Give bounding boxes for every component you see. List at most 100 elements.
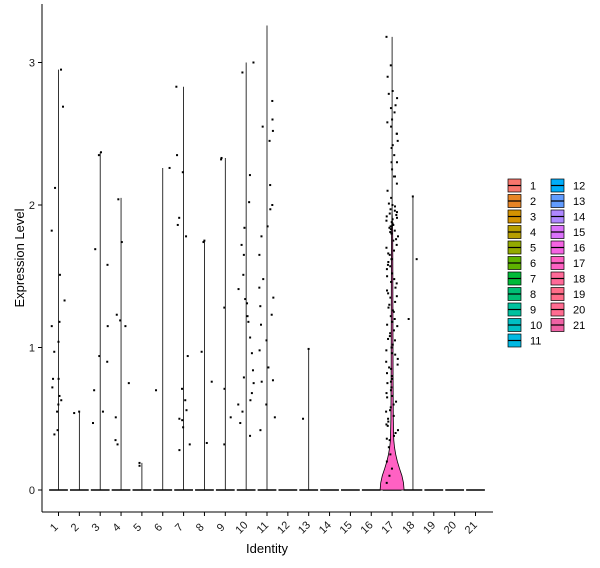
data-point [391, 118, 394, 121]
data-point [271, 118, 274, 121]
data-point [391, 377, 394, 380]
data-point [385, 215, 388, 218]
data-point [223, 387, 226, 390]
data-point [223, 443, 226, 446]
data-point [114, 416, 117, 419]
data-point [242, 253, 245, 256]
data-point [385, 460, 388, 463]
data-point [269, 208, 272, 211]
data-point [396, 357, 399, 360]
data-point [387, 261, 390, 263]
data-point [387, 202, 390, 205]
y-tick-label: 3 [29, 58, 35, 70]
data-point [395, 182, 398, 185]
x-axis-ticks: 1 2 3 4 5 6 7 8 9 10 11 12 13 14 15 16 17 18 19 20 21 [48, 512, 480, 536]
data-point [60, 68, 63, 71]
data-point [385, 35, 388, 38]
legend-label-18: 18 [573, 274, 585, 286]
data-point [249, 336, 252, 339]
data-point [385, 349, 388, 352]
data-point [391, 394, 394, 397]
data-point [106, 325, 109, 328]
violin-group-11 [257, 25, 277, 491]
data-point [392, 310, 395, 313]
data-point [389, 406, 392, 409]
data-point [389, 389, 392, 392]
data-point [94, 248, 97, 251]
data-point [250, 392, 253, 395]
data-point [248, 201, 251, 204]
data-point [223, 306, 226, 309]
legend-label-12: 12 [573, 181, 585, 193]
data-point [50, 325, 53, 328]
data-point [393, 111, 396, 114]
data-point [387, 420, 390, 423]
legend-label-19: 19 [573, 289, 585, 301]
data-point [53, 350, 56, 353]
legend-label-3: 3 [530, 212, 536, 224]
data-point [241, 410, 244, 413]
plot-area [49, 25, 485, 491]
legend-label-17: 17 [573, 258, 585, 270]
violin-group-9 [215, 157, 235, 491]
data-point [302, 417, 305, 420]
legend-label-16: 16 [573, 243, 585, 255]
data-point [200, 350, 203, 353]
data-point [229, 416, 232, 419]
data-point [396, 363, 399, 366]
data-point [392, 414, 395, 417]
x-tick-label: 5 [131, 521, 144, 534]
data-point [58, 394, 61, 397]
data-point [395, 295, 398, 298]
data-point [271, 99, 274, 102]
data-point [205, 441, 208, 444]
data-point [251, 369, 254, 372]
data-point [168, 166, 171, 169]
data-point [396, 139, 399, 142]
data-point [395, 282, 398, 285]
data-point [385, 246, 388, 249]
data-point [116, 443, 119, 446]
data-point [271, 204, 274, 206]
x-tick-label: 18 [400, 519, 417, 536]
data-point [385, 481, 388, 484]
data-point [138, 464, 141, 467]
data-point [386, 382, 389, 385]
data-point [78, 410, 81, 413]
data-point [392, 403, 395, 406]
data-point [260, 235, 263, 238]
data-point [386, 323, 389, 326]
data-point [393, 209, 396, 212]
data-point [248, 174, 251, 177]
data-point [115, 313, 118, 316]
data-point [176, 154, 179, 157]
violin-group-1 [49, 69, 68, 491]
data-point [242, 273, 245, 276]
data-point [390, 280, 393, 283]
data-point [53, 433, 56, 436]
data-point [58, 273, 61, 276]
data-point [396, 325, 399, 328]
x-tick-label: 2 [69, 521, 82, 534]
data-point [391, 343, 394, 346]
data-point [388, 226, 391, 229]
data-point [260, 380, 263, 383]
data-point [258, 253, 261, 256]
violin-group-5 [132, 462, 152, 491]
data-point [203, 239, 206, 242]
data-point [249, 434, 252, 437]
data-point [117, 198, 120, 201]
data-point [181, 419, 184, 422]
legend-label-7: 7 [530, 274, 536, 286]
data-point [389, 315, 392, 318]
x-tick-label: 21 [463, 519, 480, 536]
data-point [391, 222, 394, 225]
x-tick-label: 10 [233, 519, 250, 536]
data-point [393, 154, 396, 157]
y-axis-ticks: 0 1 2 3 [29, 58, 42, 497]
x-tick-label: 6 [152, 521, 165, 534]
data-point [259, 429, 262, 432]
data-point [394, 432, 397, 434]
data-point [98, 355, 101, 358]
data-point [394, 104, 397, 107]
